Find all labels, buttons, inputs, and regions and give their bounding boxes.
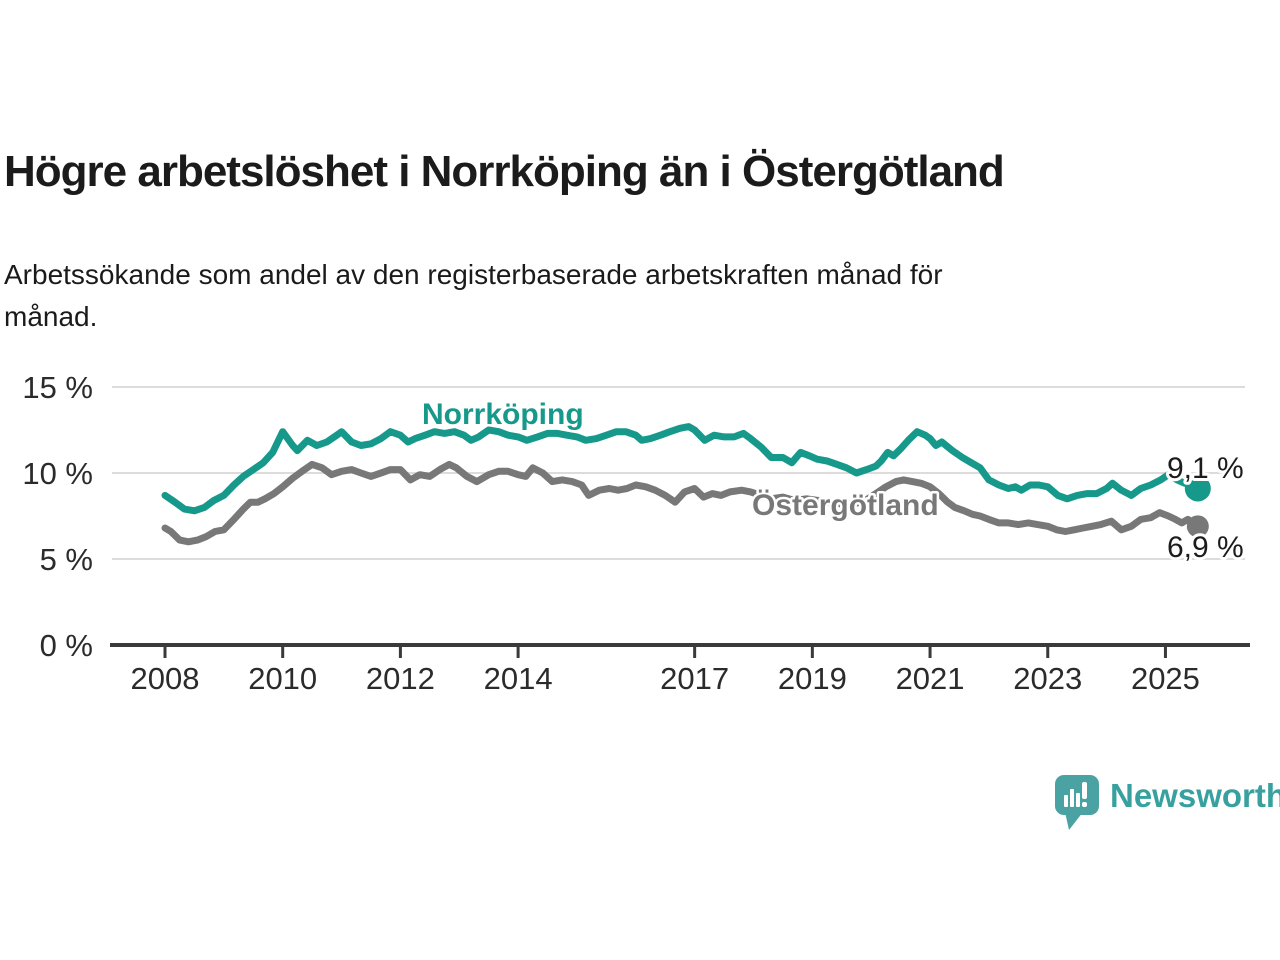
bar-chart-speech-bubble-icon xyxy=(1055,775,1099,830)
y-tick-label-10: 10 % xyxy=(22,456,93,491)
y-tick-label-0: 0 % xyxy=(40,628,93,663)
x-tick-label-2025: 2025 xyxy=(1131,661,1200,696)
x-tick-label-2012: 2012 xyxy=(366,661,435,696)
x-tick-label-2008: 2008 xyxy=(131,661,200,696)
x-tick-label-2023: 2023 xyxy=(1013,661,1082,696)
end-dot-ostergotland xyxy=(1186,515,1209,538)
end-value-label-norrkoping: 9,1 % xyxy=(1167,452,1244,485)
series-label-ostergotland: Östergötland xyxy=(752,489,939,522)
chart-title: Högre arbetslöshet i Norrköping än i Öst… xyxy=(4,147,1005,196)
y-tick-label-15: 15 % xyxy=(22,370,93,405)
newsworthy-logo: Newsworthy xyxy=(1054,774,1280,832)
x-tick-label-2014: 2014 xyxy=(484,661,553,696)
series-label-norrkoping: Norrköping xyxy=(422,398,584,431)
series-line-norrkoping xyxy=(161,423,1202,515)
y-tick-label-5: 5 % xyxy=(40,542,93,577)
end-dot-norrkoping xyxy=(1184,475,1211,502)
end-value-label-ostergotland: 6,9 % xyxy=(1167,531,1244,564)
x-tick-label-2019: 2019 xyxy=(778,661,847,696)
x-tick-label-2021: 2021 xyxy=(896,661,965,696)
x-tick-label-2010: 2010 xyxy=(248,661,317,696)
brand-name: Newsworthy xyxy=(1110,777,1280,814)
series-line-ostergotland xyxy=(161,460,1202,546)
x-tick-label-2017: 2017 xyxy=(660,661,729,696)
chart-subtitle: Arbetssökande som andel av den registerb… xyxy=(4,259,943,332)
